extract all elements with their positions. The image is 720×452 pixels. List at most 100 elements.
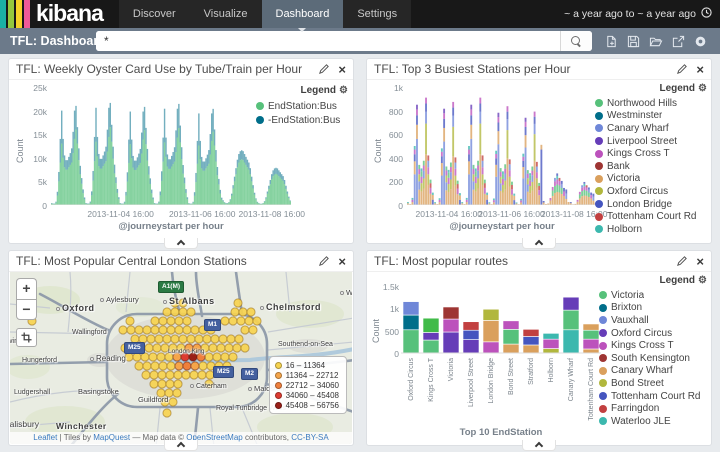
oyster-area-chart[interactable] [51, 87, 291, 205]
search-button[interactable] [560, 31, 592, 51]
busiest-bar-chart[interactable] [407, 87, 597, 205]
map-legend-range: 34060 – 45408 [285, 390, 339, 400]
kibana-logo[interactable]: kibana [0, 0, 109, 28]
legend-item[interactable]: Victoria [595, 173, 707, 186]
town-marker-icon [248, 387, 252, 392]
map-town-label: Royal Tunbridge Wells [216, 405, 286, 412]
legend-gear-icon[interactable]: ⚙ [698, 275, 707, 286]
save-dashboard-button[interactable] [627, 35, 640, 48]
town-marker-icon [90, 356, 94, 361]
legend-item[interactable]: Kings Cross T [599, 339, 707, 352]
attribution-link[interactable]: OpenStreetMap [186, 433, 243, 442]
legend-item[interactable]: Bond Street [599, 377, 707, 390]
edit-panel-icon[interactable] [677, 64, 688, 74]
attribution-text: | Tiles by [57, 433, 94, 442]
svg-text:London Bridge: London Bridge [488, 358, 495, 404]
y-axis-ticks: 1k 800 600 400 200 0 [381, 83, 403, 211]
new-dashboard-button[interactable] [605, 35, 618, 48]
legend-item[interactable]: Tottenham Court Rd [595, 210, 707, 223]
map-town-label: Salisbury [10, 419, 39, 429]
crop-icon [21, 332, 32, 343]
collapse-row-button[interactable] [522, 440, 556, 451]
legend-swatch-icon [599, 417, 607, 426]
close-panel-icon[interactable]: × [696, 61, 704, 77]
edit-panel-icon[interactable] [319, 64, 330, 74]
legend-item[interactable]: Farringdon [599, 402, 707, 415]
map-legend-swatch-icon [274, 371, 282, 379]
options-button[interactable] [694, 35, 707, 48]
legend-label: Victoria [611, 289, 645, 301]
legend-item[interactable]: Holborn [595, 223, 707, 236]
legend-item[interactable]: Canary Wharf [595, 122, 707, 135]
attribution-link[interactable]: CC-BY-SA [291, 433, 329, 442]
legend-item[interactable]: Oxford Circus [599, 327, 707, 340]
panel-header: TFL: Most Popular Central London Station… [9, 251, 353, 272]
legend-gear-icon[interactable]: ⚙ [339, 85, 348, 96]
share-dashboard-button[interactable] [672, 35, 685, 48]
attribution-link[interactable]: Leaflet [33, 433, 58, 442]
legend-item[interactable]: Northwood Hills [595, 97, 707, 110]
toolbar-actions [592, 35, 720, 48]
y-tick: 20k [33, 106, 47, 117]
search-input[interactable] [96, 31, 560, 51]
legend-item[interactable]: Bank [595, 160, 707, 173]
legend-item[interactable]: London Bridge [595, 198, 707, 211]
panel-header: TFL: Top 3 Busiest Stations per Hour × [367, 59, 711, 80]
legend-item[interactable]: -EndStation:Bus [256, 113, 348, 127]
tab-visualize[interactable]: Visualize [203, 8, 248, 20]
collapse-row-button[interactable] [522, 238, 556, 249]
town-marker-icon [340, 291, 344, 296]
legend-label: -EndStation:Bus [268, 114, 341, 126]
legend-item[interactable]: Oxford Circus [595, 185, 707, 198]
legend-title: Legend [300, 85, 337, 96]
close-panel-icon[interactable]: × [696, 253, 704, 269]
edit-panel-icon[interactable] [319, 256, 330, 266]
legend-item[interactable]: Canary Wharf [599, 365, 707, 378]
map-legend-row: 16 – 11364 [274, 360, 339, 370]
close-panel-icon[interactable]: × [338, 61, 346, 77]
legend-item[interactable]: Kings Cross T [595, 147, 707, 160]
legend-item[interactable]: Westminster [595, 110, 707, 123]
y-tick: 200 [388, 177, 403, 188]
attribution-link[interactable]: MapQuest [93, 433, 131, 442]
tile-map[interactable]: Oxford Aylesbury St Albans Chelmsford Wallin… [10, 272, 352, 444]
legend-item[interactable]: Waterloo JLE [599, 415, 707, 428]
svg-text:Bond Street: Bond Street [508, 358, 515, 395]
legend-item[interactable]: Brixton [599, 302, 707, 315]
legend-item[interactable]: Victoria [599, 289, 707, 302]
panel-weekly-oyster: TFL: Weekly Oyster Card Use by Tube/Trai… [8, 58, 354, 249]
legend-item[interactable]: EndStation:Bus [256, 99, 348, 113]
legend-item[interactable]: South Kensington [599, 352, 707, 365]
time-range-label: ~ a year ago to ~ a year ago [564, 8, 696, 20]
legend-item[interactable]: Tottenham Court Rd [599, 390, 707, 403]
svg-text:Tottenham Court Rd: Tottenham Court Rd [588, 358, 595, 421]
legend-label: EndStation:Bus [268, 100, 337, 112]
query-bar [96, 31, 592, 51]
panel-title: TFL: Most Popular Central London Station… [16, 254, 247, 268]
map-zoom-out-button[interactable]: − [16, 299, 37, 320]
legend-item[interactable]: Vauxhall [599, 314, 707, 327]
load-dashboard-button[interactable] [649, 35, 663, 48]
map-filter-rect-button[interactable] [16, 328, 37, 347]
collapse-row-button[interactable] [164, 440, 198, 451]
legend-swatch-icon [599, 379, 607, 388]
map-zoom-in-button[interactable]: + [16, 278, 37, 299]
legend-item[interactable]: Liverpool Street [595, 135, 707, 148]
tab-dashboard[interactable]: Dashboard [261, 0, 344, 32]
legend-label: Bond Street [611, 377, 664, 389]
legend-swatch-icon [595, 187, 603, 196]
dashboard-title: TFL: Dashboard [10, 34, 106, 48]
close-panel-icon[interactable]: × [338, 253, 346, 269]
collapse-row-button[interactable] [164, 238, 198, 249]
time-picker[interactable]: ~ a year ago to ~ a year ago [564, 0, 720, 28]
edit-panel-icon[interactable] [677, 256, 688, 266]
legend-gear-icon[interactable]: ⚙ [698, 83, 707, 94]
y-tick: 800 [388, 106, 403, 117]
panel-title: TFL: Top 3 Busiest Stations per Hour [374, 62, 571, 76]
map-town-label: Oxford [56, 303, 95, 313]
tab-settings[interactable]: Settings [357, 8, 398, 20]
tab-discover[interactable]: Discover [132, 8, 176, 20]
y-tick: 10k [33, 153, 47, 164]
routes-bar-chart[interactable]: Oxford Circus Kings Cross T Victoria Liverp… [401, 286, 601, 424]
